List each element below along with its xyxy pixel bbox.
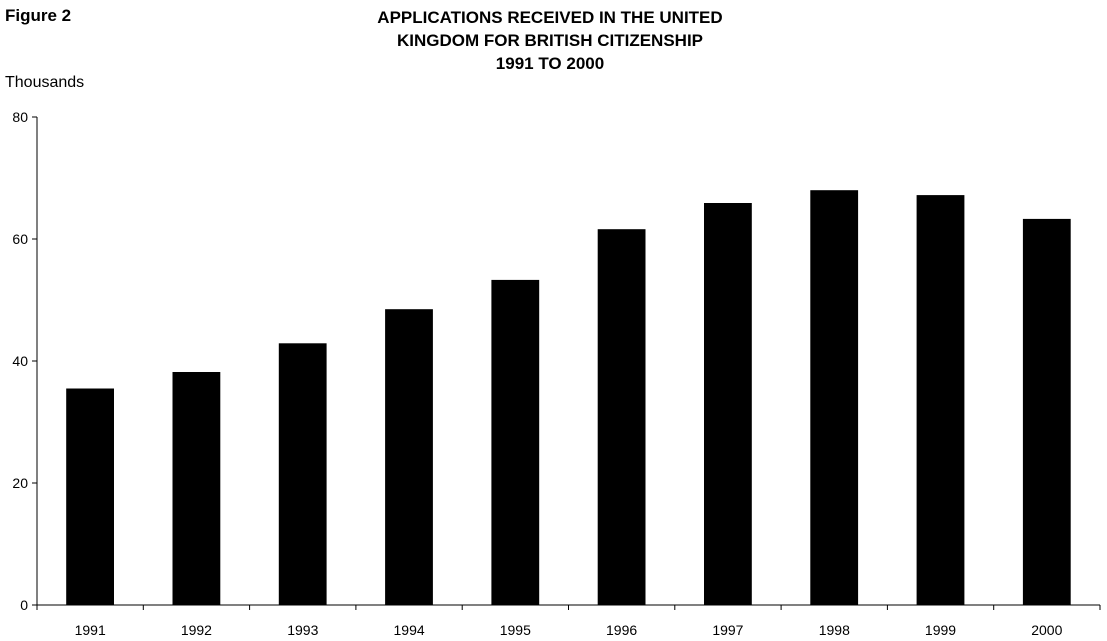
y-tick-label-40: 40 (12, 353, 28, 369)
chart-title-line-2: KINGDOM FOR BRITISH CITIZENSHIP (397, 31, 703, 50)
tick-labels-group: 0 20 40 60 80 1991 1992 1993 1994 1995 1996 1997 199… (12, 109, 1062, 638)
x-tick-label-1996: 1996 (606, 622, 637, 638)
bar-1991 (66, 388, 114, 605)
x-tick-label-1993: 1993 (287, 622, 318, 638)
figure-label: Figure 2 (5, 6, 72, 25)
chart-title-line-1: APPLICATIONS RECEIVED IN THE UNITED (377, 8, 723, 27)
x-tick-label-1992: 1992 (181, 622, 212, 638)
bar-2000 (1022, 218, 1071, 605)
x-tick-label-1991: 1991 (75, 622, 106, 638)
y-tick-label-20: 20 (12, 475, 28, 491)
bar-1993 (278, 343, 327, 605)
bar-1998 (810, 190, 859, 605)
y-axis-label: Thousands (5, 74, 85, 91)
bars-group (66, 190, 1071, 605)
x-tick-label-2000: 2000 (1031, 622, 1062, 638)
axes-group (32, 116, 1101, 610)
chart-title: APPLICATIONS RECEIVED IN THE UNITED KING… (300, 6, 800, 75)
bar-1992 (172, 372, 221, 605)
chart-title-line-3: 1991 TO 2000 (495, 54, 605, 73)
bar-1996 (597, 229, 646, 605)
y-tick-label-80: 80 (12, 109, 28, 125)
x-tick-label-1999: 1999 (925, 622, 956, 638)
x-tick-label-1998: 1998 (819, 622, 850, 638)
bar-1997 (704, 203, 752, 605)
x-tick-label-1994: 1994 (394, 622, 425, 638)
bar-1995 (491, 279, 540, 605)
y-tick-label-60: 60 (12, 231, 28, 247)
bar-1994 (385, 309, 433, 605)
x-tick-label-1997: 1997 (712, 622, 743, 638)
x-tick-label-1995: 1995 (500, 622, 531, 638)
bar-1999 (916, 195, 965, 605)
y-tick-label-0: 0 (20, 597, 28, 613)
